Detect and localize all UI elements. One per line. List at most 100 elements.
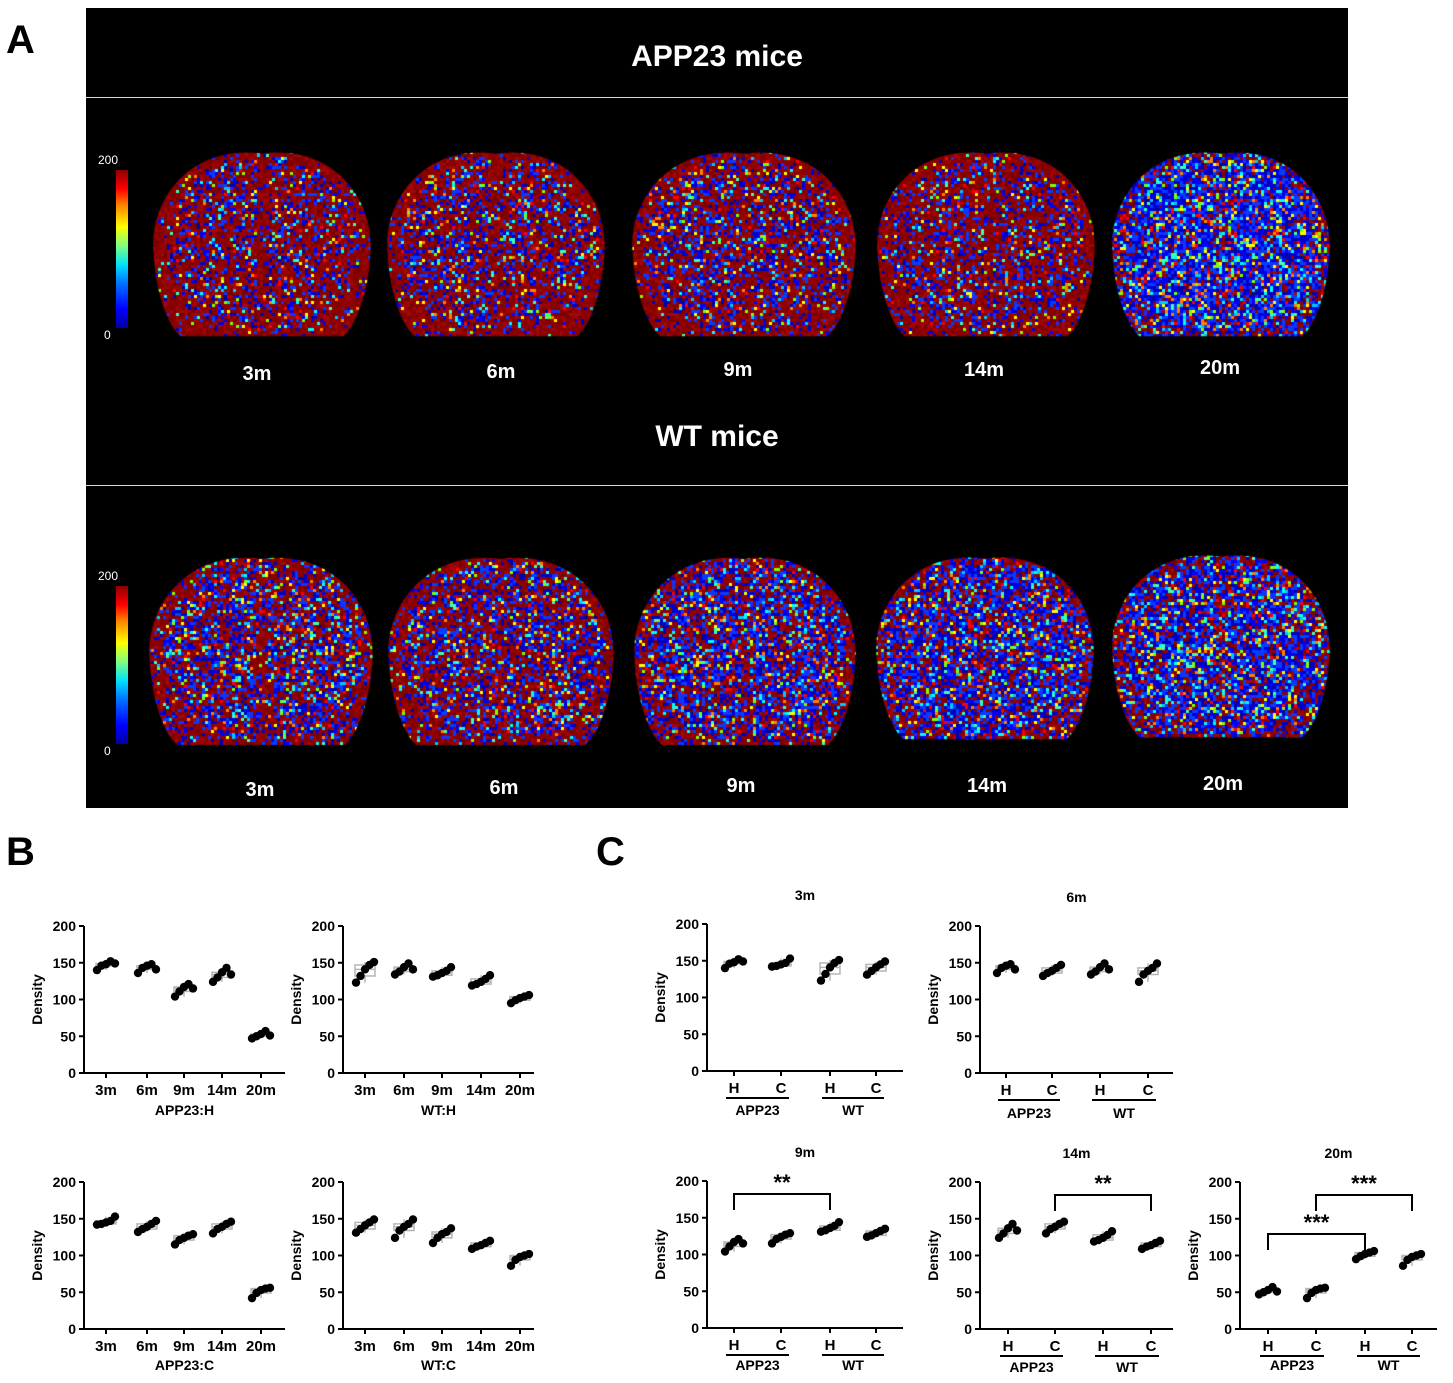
y-tick-label: 200: [53, 918, 77, 934]
box-iqr: [431, 1231, 453, 1239]
x-axis-title: WT:C: [421, 1357, 456, 1373]
x-tick-label: 14m: [207, 1082, 237, 1099]
data-point: [481, 1238, 490, 1248]
data-point: [101, 1218, 111, 1227]
chart-title: 14m: [1062, 1145, 1090, 1161]
x-tick-label: H: [1360, 1338, 1371, 1355]
box-iqr: [1354, 1251, 1376, 1257]
x-tick-label: C: [871, 1080, 882, 1097]
box-iqr: [393, 966, 415, 973]
data-point: [1139, 970, 1148, 979]
y-tick-label: 100: [1209, 1248, 1233, 1264]
group-label: APP23: [735, 1102, 780, 1118]
data-point: [147, 960, 156, 969]
y-tick-label: 200: [312, 918, 336, 934]
box-iqr: [95, 962, 117, 967]
data-point: [213, 1224, 222, 1234]
x-tick-label: 14m: [466, 1338, 496, 1355]
box-iqr: [1044, 1223, 1066, 1230]
data-point: [997, 963, 1006, 973]
group-label: APP23: [735, 1357, 780, 1373]
data-point: [871, 1228, 881, 1238]
y-tick-label: 150: [53, 1211, 77, 1227]
data-point: [821, 969, 830, 979]
y-axis-title: Density: [652, 972, 668, 1023]
y-axis-title: Density: [652, 1229, 668, 1280]
data-point: [1006, 960, 1015, 969]
brain-section-wt-14m: [872, 553, 1098, 743]
significance-bracket: [1054, 1194, 1152, 1211]
data-point: [428, 972, 438, 981]
y-tick-label: 50: [60, 1028, 76, 1044]
data-point: [834, 1217, 844, 1227]
data-point: [213, 973, 222, 982]
data-point: [472, 979, 481, 989]
box-iqr: [211, 1223, 233, 1230]
box-iqr: [509, 1254, 531, 1261]
x-tick-label: 14m: [466, 1082, 496, 1099]
x-tick-label: C: [776, 1337, 787, 1354]
box-iqr: [470, 1242, 492, 1248]
group-label: WT: [1378, 1357, 1400, 1373]
data-point: [399, 962, 409, 972]
data-point: [821, 1226, 830, 1235]
x-tick-label: C: [1311, 1338, 1322, 1355]
y-axis-title: Density: [288, 1230, 304, 1281]
data-point: [110, 1212, 120, 1221]
data-point: [867, 1231, 876, 1240]
y-tick-label: 200: [312, 1174, 336, 1190]
data-point: [1356, 1252, 1365, 1261]
x-tick-label: H: [729, 1080, 740, 1097]
data-point: [834, 955, 844, 965]
y-axis-title: Density: [288, 974, 304, 1025]
data-point: [369, 957, 379, 967]
brain-section-app23-9m: [628, 148, 860, 340]
x-tick-label: 3m: [95, 1338, 117, 1355]
x-tick-label: 6m: [136, 1082, 158, 1099]
y-tick-label: 200: [676, 1173, 700, 1189]
data-point: [830, 1221, 839, 1231]
colorbar: [116, 586, 128, 744]
data-point: [767, 962, 777, 971]
data-point: [862, 970, 872, 979]
data-point: [1003, 1224, 1013, 1233]
data-point: [408, 965, 418, 974]
brain-section-app23-14m: [873, 148, 1099, 340]
x-tick-label: C: [1047, 1082, 1058, 1099]
x-tick-label: 6m: [136, 1338, 158, 1355]
data-point: [433, 1233, 442, 1243]
panel-letter-c: C: [596, 830, 625, 874]
age-label: 6m: [489, 777, 519, 799]
box-iqr: [723, 960, 745, 965]
data-point: [170, 1240, 180, 1249]
data-point: [442, 1227, 451, 1237]
y-tick-label: 100: [676, 990, 700, 1006]
data-point: [467, 981, 477, 990]
data-point: [265, 1283, 275, 1293]
box-iqr: [393, 1223, 415, 1232]
data-point: [433, 971, 442, 980]
x-tick-label: H: [1003, 1338, 1014, 1355]
y-tick-label: 200: [949, 1174, 973, 1190]
data-point: [101, 960, 111, 969]
group-label: WT: [842, 1102, 864, 1118]
data-point: [404, 1219, 413, 1229]
data-point: [428, 1238, 438, 1248]
x-tick-label: 20m: [246, 1082, 276, 1099]
colorbar-min-label: 0: [104, 328, 111, 342]
data-point: [992, 968, 1002, 978]
box-iqr: [1089, 966, 1111, 973]
colorbar-max-label: 200: [98, 153, 119, 167]
data-point: [1416, 1249, 1426, 1259]
data-point: [356, 971, 365, 981]
x-axis-title: APP23:H: [155, 1102, 214, 1118]
data-point: [725, 1242, 734, 1251]
age-label: 9m: [726, 775, 756, 797]
age-label: 20m: [1199, 357, 1241, 379]
box-iqr: [173, 986, 195, 993]
data-point: [999, 1229, 1008, 1238]
x-tick-label: 3m: [354, 1338, 376, 1355]
data-point: [1134, 977, 1144, 987]
data-point: [399, 1222, 409, 1232]
significance-label: ***: [1304, 1210, 1330, 1235]
